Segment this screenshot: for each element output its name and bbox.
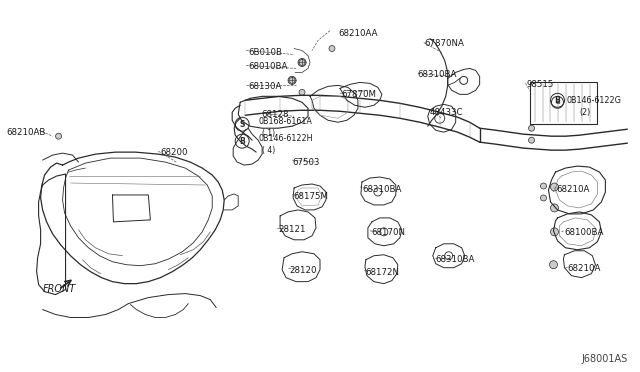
Text: 28120: 28120 bbox=[289, 266, 317, 275]
Text: 48433C: 48433C bbox=[430, 108, 463, 117]
Bar bbox=[529, 82, 597, 124]
Text: 28121: 28121 bbox=[278, 225, 305, 234]
Circle shape bbox=[550, 183, 559, 191]
Text: 6B010B: 6B010B bbox=[248, 48, 282, 57]
Circle shape bbox=[529, 125, 534, 131]
Circle shape bbox=[550, 204, 559, 212]
Text: 68310BA: 68310BA bbox=[436, 255, 475, 264]
Text: 0B146-6122G: 0B146-6122G bbox=[566, 96, 621, 105]
Text: 68310BA: 68310BA bbox=[418, 70, 457, 80]
Text: 68175M: 68175M bbox=[293, 192, 328, 201]
Text: S: S bbox=[239, 120, 245, 129]
Circle shape bbox=[529, 137, 534, 143]
Text: ( 4): ( 4) bbox=[262, 145, 275, 155]
Text: 68210A: 68210A bbox=[557, 185, 590, 194]
Text: ( 1): ( 1) bbox=[262, 129, 275, 138]
Text: 68170N: 68170N bbox=[371, 228, 405, 237]
Circle shape bbox=[550, 228, 559, 236]
Text: FRONT: FRONT bbox=[43, 283, 76, 294]
Text: 68130A: 68130A bbox=[248, 82, 282, 92]
Text: 98515: 98515 bbox=[527, 80, 554, 89]
Circle shape bbox=[541, 183, 547, 189]
Text: B: B bbox=[555, 99, 560, 105]
Text: 0B146-6122H: 0B146-6122H bbox=[258, 134, 312, 143]
Circle shape bbox=[541, 195, 547, 201]
Text: 68172N: 68172N bbox=[365, 268, 399, 277]
Circle shape bbox=[56, 133, 61, 139]
Text: 68310BA: 68310BA bbox=[362, 185, 401, 194]
Circle shape bbox=[550, 261, 557, 269]
Text: 67870M: 67870M bbox=[341, 90, 376, 99]
Text: 68210AB: 68210AB bbox=[6, 128, 46, 137]
Text: B: B bbox=[555, 96, 561, 105]
Text: 0B168-6161A: 0B168-6161A bbox=[258, 117, 312, 126]
Text: 68100BA: 68100BA bbox=[564, 228, 604, 237]
Text: (2): (2) bbox=[579, 108, 591, 117]
Text: J68001AS: J68001AS bbox=[581, 355, 627, 364]
Circle shape bbox=[299, 89, 305, 95]
Text: 68128: 68128 bbox=[261, 110, 289, 119]
Text: 67503: 67503 bbox=[292, 158, 319, 167]
Circle shape bbox=[299, 60, 305, 65]
Circle shape bbox=[329, 45, 335, 51]
Text: 68210A: 68210A bbox=[568, 264, 601, 273]
Text: 67870NA: 67870NA bbox=[425, 39, 465, 48]
Text: 68210AA: 68210AA bbox=[338, 29, 378, 38]
Text: 68200: 68200 bbox=[161, 148, 188, 157]
Text: B: B bbox=[239, 137, 245, 146]
Circle shape bbox=[289, 77, 295, 83]
Text: 68010BA: 68010BA bbox=[248, 62, 287, 71]
